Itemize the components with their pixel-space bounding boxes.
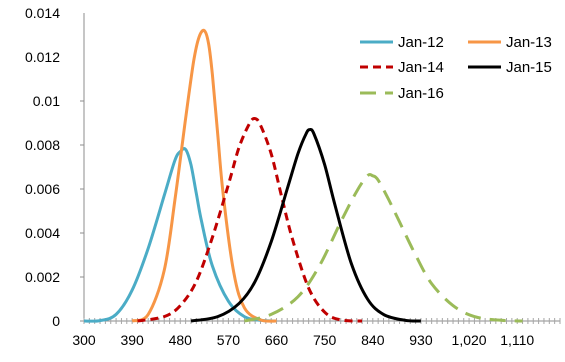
x-tick-label: 750	[313, 332, 337, 348]
series-line-jan-16	[244, 172, 523, 323]
legend-label-jan-15: Jan-15	[506, 59, 552, 76]
y-tick-label: 0.002	[25, 269, 60, 285]
legend-label-jan-16: Jan-16	[398, 85, 444, 102]
chart-tick-labels: 0 0.002 0.004 0.006 0.008 0.01 0.012 0.014 300 39…	[25, 5, 534, 348]
y-tick-label: 0.012	[25, 49, 60, 65]
y-tick-label: 0.01	[33, 93, 60, 109]
y-tick-label: 0.008	[25, 137, 60, 153]
y-tick-label: 0.014	[25, 5, 60, 21]
series-line-jan-14	[137, 116, 363, 323]
legend-label-jan-14: Jan-14	[398, 59, 444, 76]
series-line-jan-15	[190, 127, 421, 323]
y-tick-label: 0.004	[25, 225, 60, 241]
y-tick-label: 0	[52, 313, 60, 329]
legend-label-jan-13: Jan-13	[506, 34, 552, 51]
x-tick-label: 390	[120, 332, 144, 348]
chart-axes	[80, 13, 561, 324]
x-tick-label: 570	[217, 332, 241, 348]
x-tick-label: 1,110	[500, 332, 534, 348]
legend-label-jan-12: Jan-12	[398, 34, 444, 51]
x-tick-label: 660	[265, 332, 289, 348]
chart-legend: Jan-12 Jan-13 Jan-14 Jan-15 Jan-16	[360, 34, 552, 102]
x-tick-label: 840	[361, 332, 385, 348]
chart-series	[83, 28, 523, 323]
x-tick-label: 1,020	[452, 332, 487, 348]
x-tick-label: 930	[409, 332, 433, 348]
x-tick-label: 480	[169, 332, 193, 348]
y-tick-label: 0.006	[25, 181, 60, 197]
series-line-jan-13	[131, 28, 277, 323]
x-tick-label: 300	[72, 332, 96, 348]
